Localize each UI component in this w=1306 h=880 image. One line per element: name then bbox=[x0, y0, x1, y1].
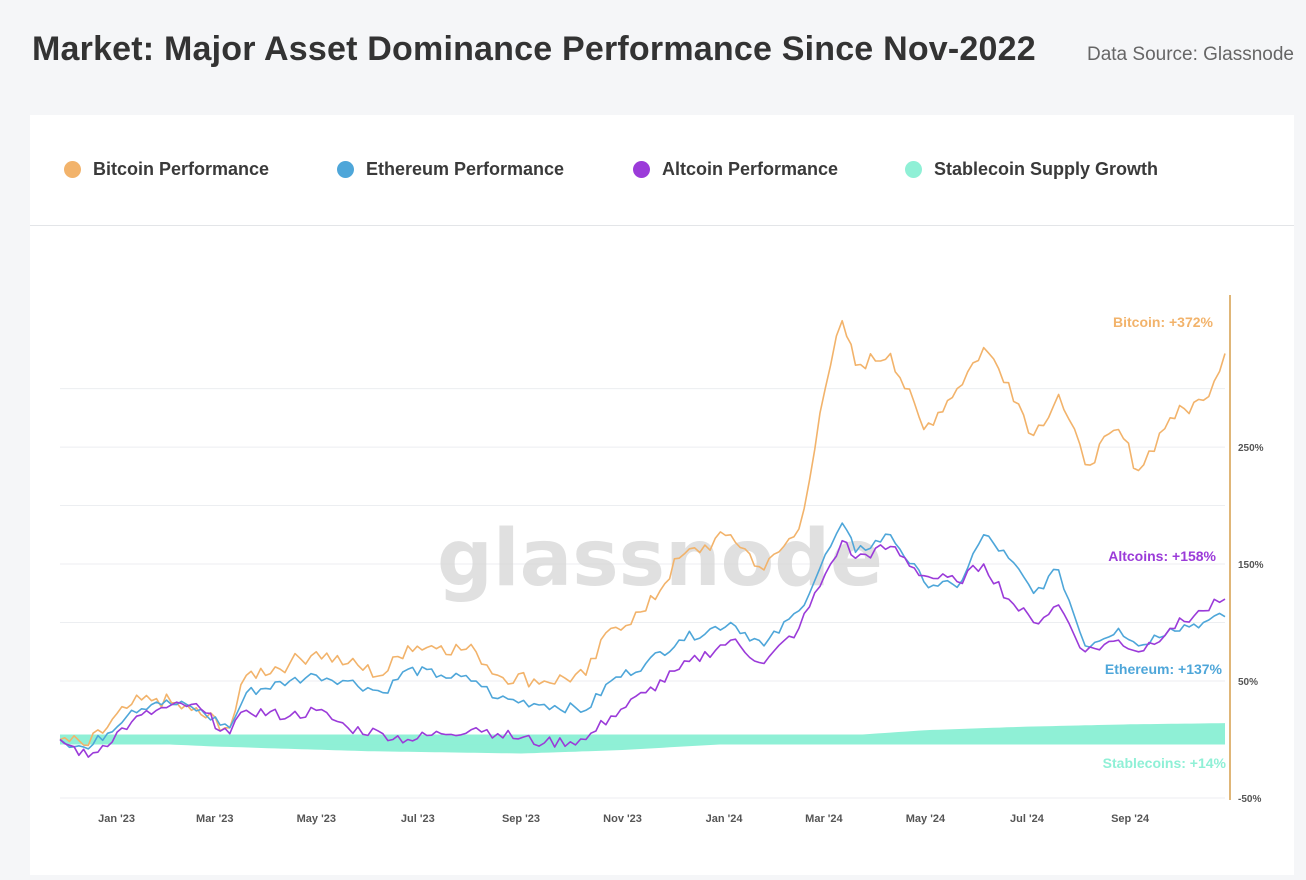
legend-label-ethereum: Ethereum Performance bbox=[366, 159, 565, 179]
stablecoin-base-band bbox=[60, 734, 1225, 745]
legend-label-altcoin: Altcoin Performance bbox=[662, 159, 839, 179]
series-line-ethereum bbox=[59, 522, 1226, 750]
end-label-ethereum: Ethereum: +137% bbox=[1105, 661, 1223, 677]
data-source: Data Source: Glassnode bbox=[1086, 44, 1294, 65]
end-label-bitcoin: Bitcoin: +372% bbox=[1113, 314, 1214, 330]
legend-item-stablecoin[interactable]: Stablecoin Supply Growth bbox=[905, 159, 1158, 180]
x-tick-label: May '23 bbox=[297, 813, 336, 825]
x-tick-label: Sep '23 bbox=[502, 813, 540, 825]
watermark-logo: glassnode bbox=[437, 514, 883, 604]
x-tick-label: Jul '24 bbox=[1010, 813, 1045, 825]
x-tick-label: Jan '24 bbox=[706, 813, 744, 825]
y-tick-label: 50% bbox=[1238, 677, 1258, 688]
series-area-stablecoin bbox=[60, 723, 1225, 754]
x-tick-label: Mar '23 bbox=[196, 813, 233, 825]
end-label-stablecoin: Stablecoins: +14% bbox=[1103, 755, 1227, 771]
chart-card: Bitcoin Performance Ethereum Performance… bbox=[30, 115, 1294, 875]
legend-item-ethereum[interactable]: Ethereum Performance bbox=[337, 159, 564, 180]
series-line-altcoin bbox=[59, 539, 1226, 758]
legend-item-altcoin[interactable]: Altcoin Performance bbox=[633, 159, 838, 180]
altcoin-dot-icon bbox=[633, 161, 650, 178]
bitcoin-dot-icon bbox=[64, 161, 81, 178]
x-tick-label: Jan '23 bbox=[98, 813, 135, 825]
x-tick-label: Sep '24 bbox=[1111, 813, 1150, 825]
legend-label-bitcoin: Bitcoin Performance bbox=[93, 159, 270, 179]
x-tick-label: Jul '23 bbox=[401, 813, 435, 825]
page-title: Market: Major Asset Dominance Performanc… bbox=[32, 30, 1036, 68]
legend-label-stablecoin: Stablecoin Supply Growth bbox=[934, 159, 1159, 179]
y-tick-label: 150% bbox=[1238, 560, 1264, 571]
legend: Bitcoin Performance Ethereum Performance… bbox=[30, 115, 1294, 226]
legend-item-bitcoin[interactable]: Bitcoin Performance bbox=[64, 159, 269, 180]
y-tick-label: -50% bbox=[1238, 794, 1261, 805]
stablecoin-dot-icon bbox=[905, 161, 922, 178]
series-line-bitcoin bbox=[59, 319, 1226, 747]
x-tick-label: Mar '24 bbox=[805, 813, 843, 825]
x-tick-label: Nov '23 bbox=[603, 813, 642, 825]
performance-chart: glassnode Jan '23 Mar '23 May '23 Jul '23 Sep… bbox=[59, 295, 1264, 825]
end-label-altcoin: Altcoins: +158% bbox=[1108, 548, 1216, 564]
ethereum-dot-icon bbox=[337, 161, 354, 178]
y-tick-label: 250% bbox=[1238, 443, 1264, 454]
x-tick-label: May '24 bbox=[906, 813, 946, 825]
